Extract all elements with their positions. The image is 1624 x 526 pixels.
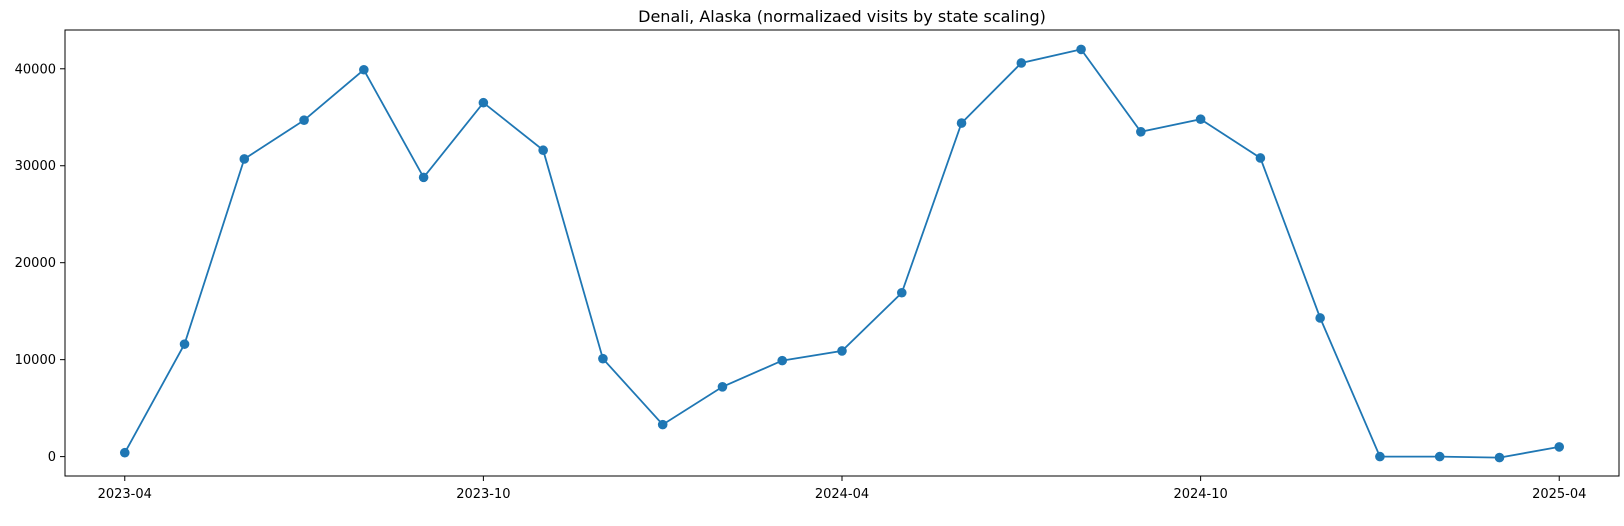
data-points [119, 44, 1565, 463]
y-axis: 0 10000 20000 30000 40000 [15, 62, 65, 465]
data-point [657, 419, 668, 430]
data-point [598, 353, 608, 364]
x-tick-label: 2025-04 [1532, 487, 1586, 502]
y-tick-label: 0 [48, 450, 56, 465]
chart-title: Denali, Alaska (normalizaed visits by st… [638, 7, 1046, 26]
y-tick-label: 40000 [15, 62, 56, 77]
data-point [538, 145, 548, 156]
data-point [359, 64, 369, 75]
data-point [1554, 442, 1565, 452]
x-tick-label: 2024-10 [1173, 487, 1227, 502]
data-point [1494, 452, 1505, 463]
data-point [1434, 451, 1445, 462]
data-point [119, 447, 130, 458]
data-point [1076, 44, 1086, 55]
data-point [896, 287, 907, 298]
data-point [1255, 153, 1266, 163]
data-point [777, 355, 788, 366]
series-line [124, 48, 1560, 459]
x-tick-label: 2023-04 [98, 487, 152, 502]
x-tick-label: 2023-10 [456, 487, 510, 502]
data-point [418, 172, 429, 183]
plot-area-frame [64, 29, 1620, 477]
x-axis: 2023-04 2023-10 2024-04 2024-10 2025-04 [98, 476, 1586, 502]
x-tick-label: 2024-04 [815, 487, 869, 502]
data-point [717, 382, 728, 392]
data-point [1375, 451, 1385, 462]
data-point [956, 118, 967, 128]
data-point [478, 97, 489, 108]
y-tick-label: 30000 [15, 159, 56, 174]
data-point [1315, 313, 1325, 323]
data-point [299, 115, 309, 125]
data-point [239, 154, 250, 164]
data-point [837, 346, 847, 356]
data-point [1136, 127, 1146, 137]
data-point [1195, 114, 1206, 124]
data-point [179, 339, 190, 349]
data-point [1016, 58, 1027, 68]
y-tick-label: 20000 [15, 256, 56, 271]
y-tick-label: 10000 [15, 353, 56, 368]
